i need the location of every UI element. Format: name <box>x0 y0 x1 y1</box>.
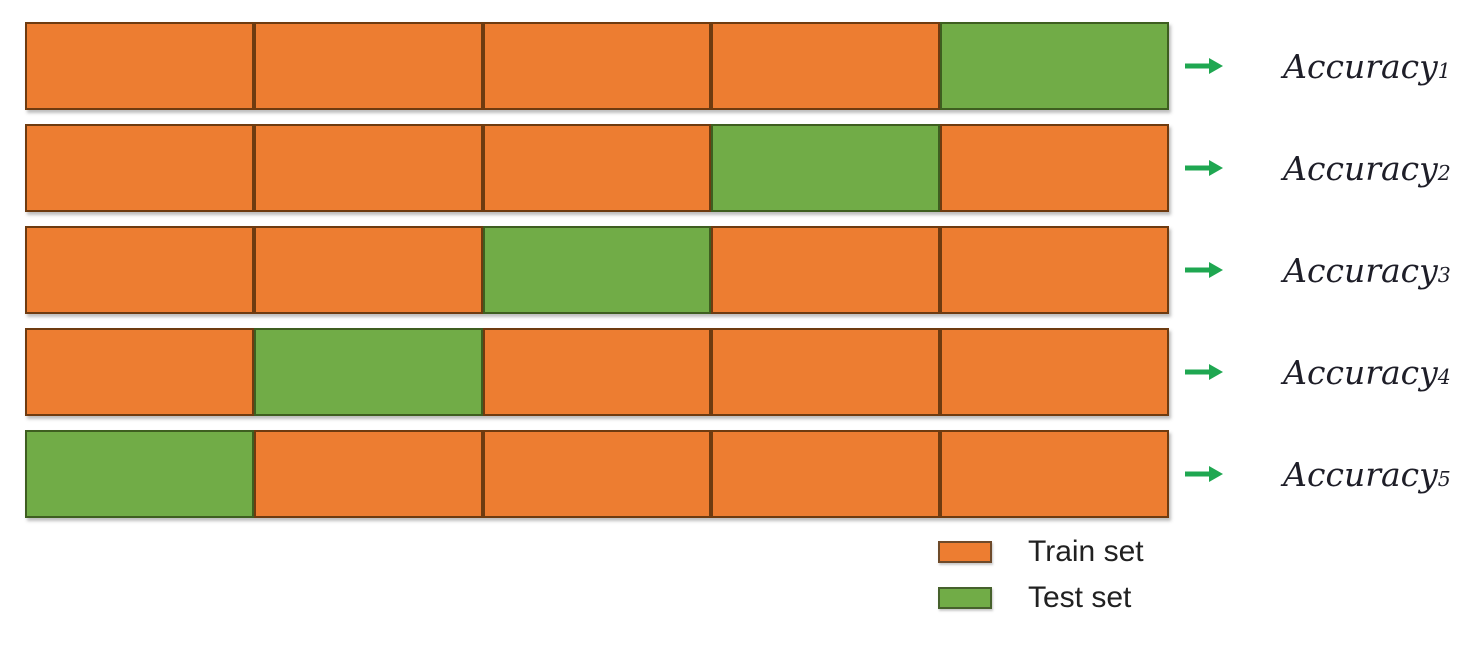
segment <box>940 22 1169 110</box>
fold-row-5: Accuracy 5 <box>0 430 1462 518</box>
segment <box>711 124 941 212</box>
segment <box>25 124 254 212</box>
segment <box>482 226 712 314</box>
segment <box>711 226 941 314</box>
fold-row-2: Accuracy 2 <box>0 124 1462 212</box>
accuracy-label-4: Accuracy 4 <box>1283 352 1451 392</box>
fold-bar-5 <box>25 430 1169 518</box>
arrow-right-icon <box>1184 430 1224 518</box>
legend-item-train: Train set <box>938 537 1144 567</box>
segment <box>482 328 712 416</box>
arrow-right-icon <box>1184 328 1224 416</box>
accuracy-word: Accuracy <box>1283 46 1438 86</box>
segment <box>482 430 712 518</box>
fold-row-4: Accuracy 4 <box>0 328 1462 416</box>
fold-bar-1 <box>25 22 1169 110</box>
segment <box>711 328 941 416</box>
legend-label-train: Train set <box>1028 535 1144 568</box>
segment <box>940 124 1169 212</box>
segment <box>940 226 1169 314</box>
segment <box>482 124 712 212</box>
accuracy-label-2: Accuracy 2 <box>1283 148 1451 188</box>
legend-label-test: Test set <box>1028 581 1132 614</box>
segment <box>25 430 254 518</box>
segment <box>25 328 254 416</box>
fold-bar-2 <box>25 124 1169 212</box>
accuracy-label-1: Accuracy 1 <box>1283 46 1451 86</box>
segment <box>25 226 254 314</box>
accuracy-word: Accuracy <box>1283 250 1438 290</box>
segment <box>253 328 483 416</box>
segment <box>711 430 941 518</box>
segment <box>482 22 712 110</box>
segment <box>253 226 483 314</box>
segment <box>253 430 483 518</box>
segment <box>711 22 941 110</box>
legend-item-test: Test set <box>938 583 1144 613</box>
fold-row-1: Accuracy 1 <box>0 22 1462 110</box>
segment <box>940 430 1169 518</box>
arrow-right-icon <box>1184 22 1224 110</box>
segment <box>940 328 1169 416</box>
accuracy-label-5: Accuracy 5 <box>1283 454 1451 494</box>
arrow-right-icon <box>1184 226 1224 314</box>
legend: Train set Test set <box>938 537 1144 633</box>
accuracy-label-3: Accuracy 3 <box>1283 250 1451 290</box>
fold-row-3: Accuracy 3 <box>0 226 1462 314</box>
accuracy-word: Accuracy <box>1283 352 1438 392</box>
fold-bar-3 <box>25 226 1169 314</box>
segment <box>253 22 483 110</box>
train-swatch-icon <box>938 541 992 563</box>
test-swatch-icon <box>938 587 992 609</box>
accuracy-word: Accuracy <box>1283 454 1438 494</box>
accuracy-word: Accuracy <box>1283 148 1438 188</box>
segment <box>253 124 483 212</box>
arrow-right-icon <box>1184 124 1224 212</box>
segment <box>25 22 254 110</box>
fold-bar-4 <box>25 328 1169 416</box>
